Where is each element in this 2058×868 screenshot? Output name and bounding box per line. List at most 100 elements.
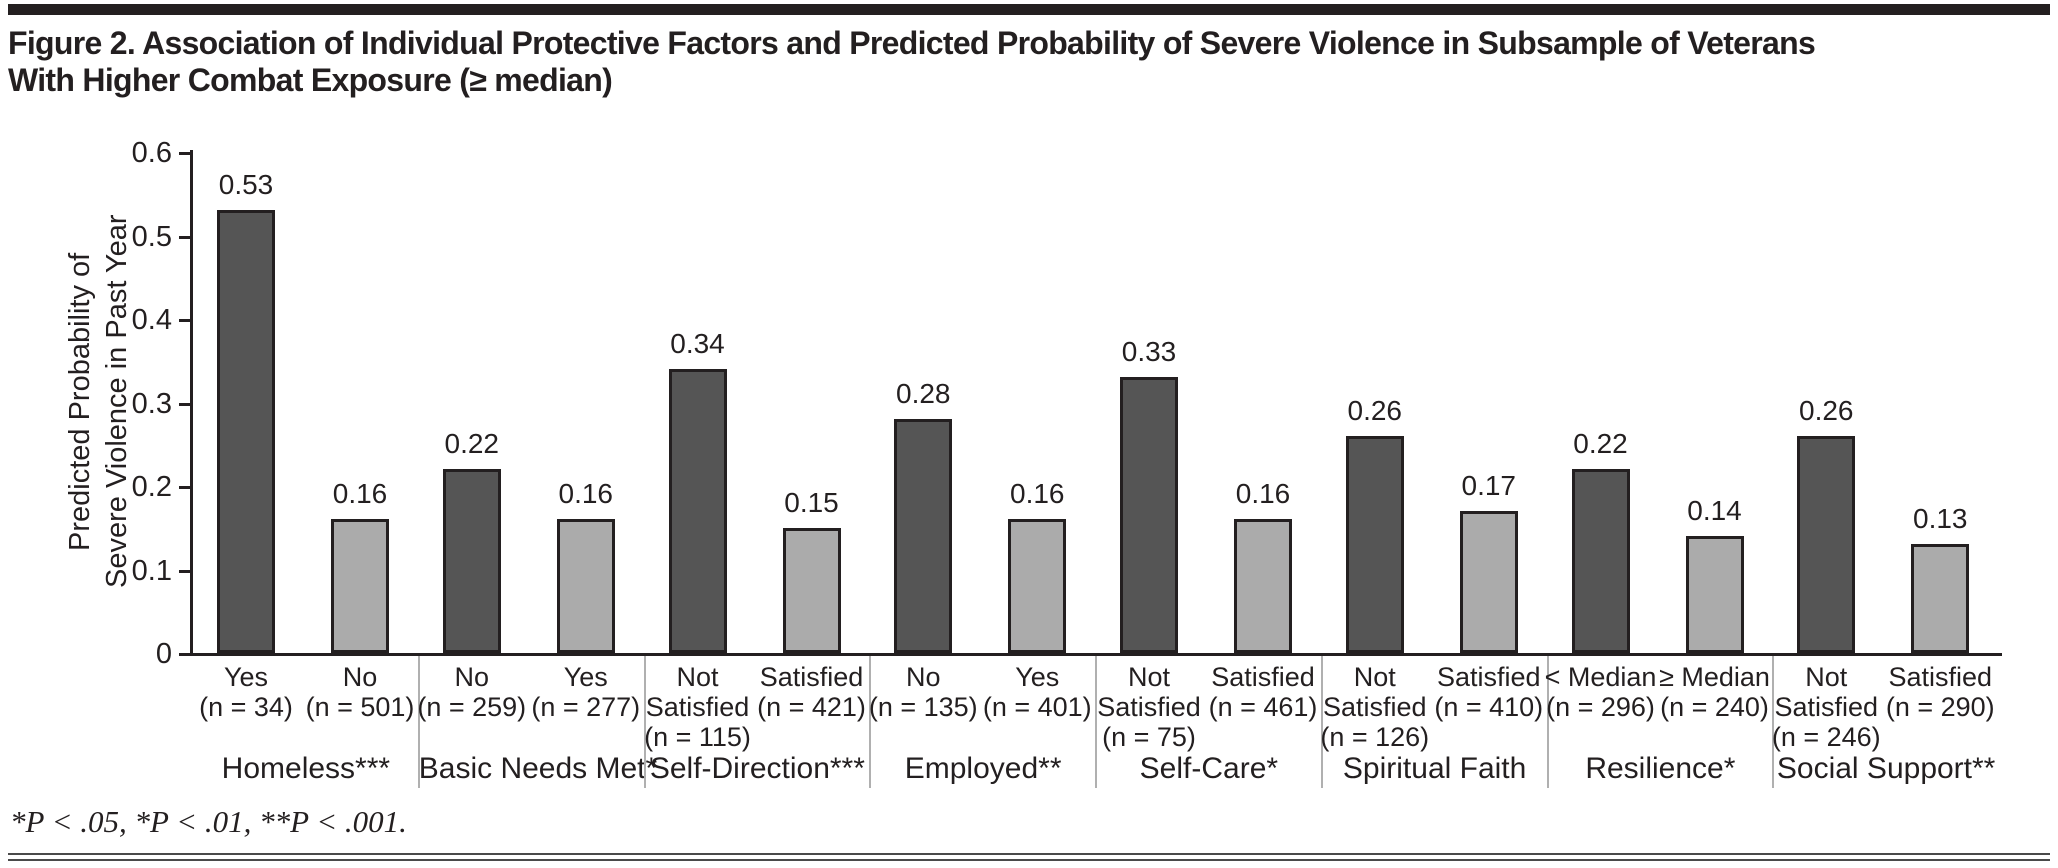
factor-name: Social Support**: [1776, 752, 1996, 785]
factor-name: Self-Direction***: [649, 752, 865, 785]
bar-category-label-line: (n = 410): [1434, 692, 1544, 722]
factor-name: Basic Needs Met*: [418, 752, 658, 785]
factor-name: Employed**: [904, 752, 1062, 785]
factor-name: Self-Care*: [1139, 752, 1279, 785]
bar-value-label: 0.15: [784, 486, 839, 518]
bar-value-label: 0.28: [896, 378, 951, 410]
bar-category-label-line: (n = 34): [199, 692, 293, 722]
bar-category-label: Not Satisfied (n = 126): [1285, 662, 1465, 752]
bar-category-label: Yes (n = 34): [156, 662, 336, 722]
group-divider: [1546, 656, 1549, 788]
bar-dark: [1797, 435, 1856, 653]
bar-category-label-line: (n = 277): [531, 692, 641, 722]
factor-name: Spiritual Faith: [1342, 752, 1527, 785]
bar-value-label: 0.22: [1573, 428, 1628, 460]
bar-category-label: ≥ Median (n = 240): [1625, 662, 1805, 722]
figure-title-line2: With Higher Combat Exposure (≥ median): [8, 62, 613, 99]
bar-category-label: No (n = 135): [833, 662, 1013, 722]
y-axis-tick: [179, 319, 192, 322]
bar-value-label: 0.26: [1799, 394, 1854, 426]
bar-category-label-line: Satisfied: [1322, 692, 1427, 722]
group-divider: [417, 656, 420, 788]
bar-category-label-line: Satisfied: [645, 692, 750, 722]
bar-value-label: 0.53: [218, 169, 274, 201]
bar-dark: [894, 419, 953, 653]
bar-category-label-line: < Median: [1544, 662, 1657, 692]
bar-value-label: 0.17: [1461, 470, 1517, 502]
bar-dark: [668, 369, 727, 653]
factor-name: Homeless***: [221, 752, 391, 785]
bar-dark: [1345, 435, 1404, 653]
bar-category-label-line: (n = 290): [1885, 692, 1995, 722]
bar-category-label: Satisfied (n = 290): [1850, 662, 2030, 722]
bar-light: [331, 519, 389, 653]
y-axis-tick: [179, 402, 192, 406]
group-divider: [1095, 656, 1097, 788]
y-axis-tick-label: 0: [155, 638, 172, 670]
bar-value-label: 0.16: [1235, 478, 1291, 510]
group-divider: [869, 656, 872, 788]
bar-light: [1911, 544, 1970, 653]
bar-category-label: Satisfied (n = 410): [1399, 662, 1579, 722]
bar-category-label: Not Satisfied (n = 75): [1059, 662, 1239, 752]
factor-name: Resilience*: [1585, 752, 1736, 785]
bar-value-label: 0.26: [1347, 394, 1403, 426]
y-axis-tick: [179, 235, 192, 239]
bar-category-label-line: Satisfied: [1211, 662, 1315, 692]
bar-light: [1685, 536, 1744, 653]
x-axis-line: [190, 653, 2002, 656]
y-axis-tick-label: 0.5: [131, 220, 172, 253]
bar-category-label-line: Satisfied: [1888, 662, 1993, 692]
bar-category-label-line: Not: [676, 662, 719, 692]
bar-dark: [442, 469, 501, 653]
bar-category-label-line: (n = 115): [644, 722, 751, 752]
bar-category-label-line: (n = 296): [1546, 692, 1655, 722]
group-divider: [1772, 656, 1775, 788]
y-axis-tick-label: 0.3: [131, 387, 172, 420]
bar-category-label-line: Not: [1127, 662, 1171, 692]
bar-category-label-line: No: [454, 662, 489, 692]
bar-value-label: 0.34: [670, 328, 725, 360]
bar-category-label-line: (n = 461): [1208, 692, 1318, 722]
bar-category-label-line: ≥ Median: [1659, 662, 1770, 692]
bar-category-label-line: (n = 401): [982, 692, 1092, 722]
significance-footnote: *P < .05, *P < .01, **P < .001.: [10, 804, 407, 839]
bar-light: [782, 527, 841, 653]
bar-category-label-line: Not: [1805, 662, 1848, 692]
bar-value-label: 0.33: [1121, 336, 1177, 368]
bar-category-label-line: Yes: [563, 662, 608, 692]
bar-category-label: No (n = 259): [382, 662, 562, 722]
bar-category-label-line: Satisfied: [1097, 692, 1201, 722]
bar-category-label-line: Yes: [223, 662, 269, 692]
bar-category-label-line: (n = 501): [305, 692, 415, 722]
y-axis-tick-label: 0.2: [131, 471, 172, 503]
bar-category-label-line: Satisfied: [1774, 692, 1879, 722]
group-divider: [643, 656, 646, 788]
bar-category-label: Not Satisfied (n = 246): [1736, 662, 1916, 752]
bar-value-label: 0.14: [1687, 495, 1742, 527]
bar-category-label-line: (n = 135): [868, 692, 978, 722]
bar-light: [1459, 511, 1518, 653]
bar-dark: [217, 210, 275, 653]
bar-category-label-line: (n = 246): [1771, 722, 1881, 752]
bottom-rule: [8, 853, 2050, 861]
y-axis-tick: [179, 152, 192, 155]
bar-light: [1008, 519, 1067, 653]
bar-value-label: 0.22: [444, 428, 500, 460]
bar-category-label: Yes (n = 401): [947, 662, 1127, 722]
bar-value-label: 0.16: [1010, 478, 1065, 510]
y-axis-tick-label: 0.4: [131, 304, 172, 336]
bar-dark: [1120, 377, 1178, 653]
bar-category-label-line: Not: [1353, 662, 1396, 692]
y-axis-tick: [179, 486, 192, 489]
bar-category-label: No (n = 501): [270, 662, 450, 722]
bar-value-label: 0.16: [332, 478, 388, 510]
bar-category-label-line: (n = 240): [1660, 692, 1769, 722]
bar-category-label-line: No: [905, 662, 941, 692]
bar-light: [556, 519, 615, 653]
bar-category-label-line: (n = 126): [1320, 722, 1430, 752]
bar-category-label-line: (n = 421): [757, 692, 866, 722]
bar-category-label-line: Satisfied: [1436, 662, 1541, 692]
y-axis-tick-label: 0.6: [131, 137, 172, 169]
